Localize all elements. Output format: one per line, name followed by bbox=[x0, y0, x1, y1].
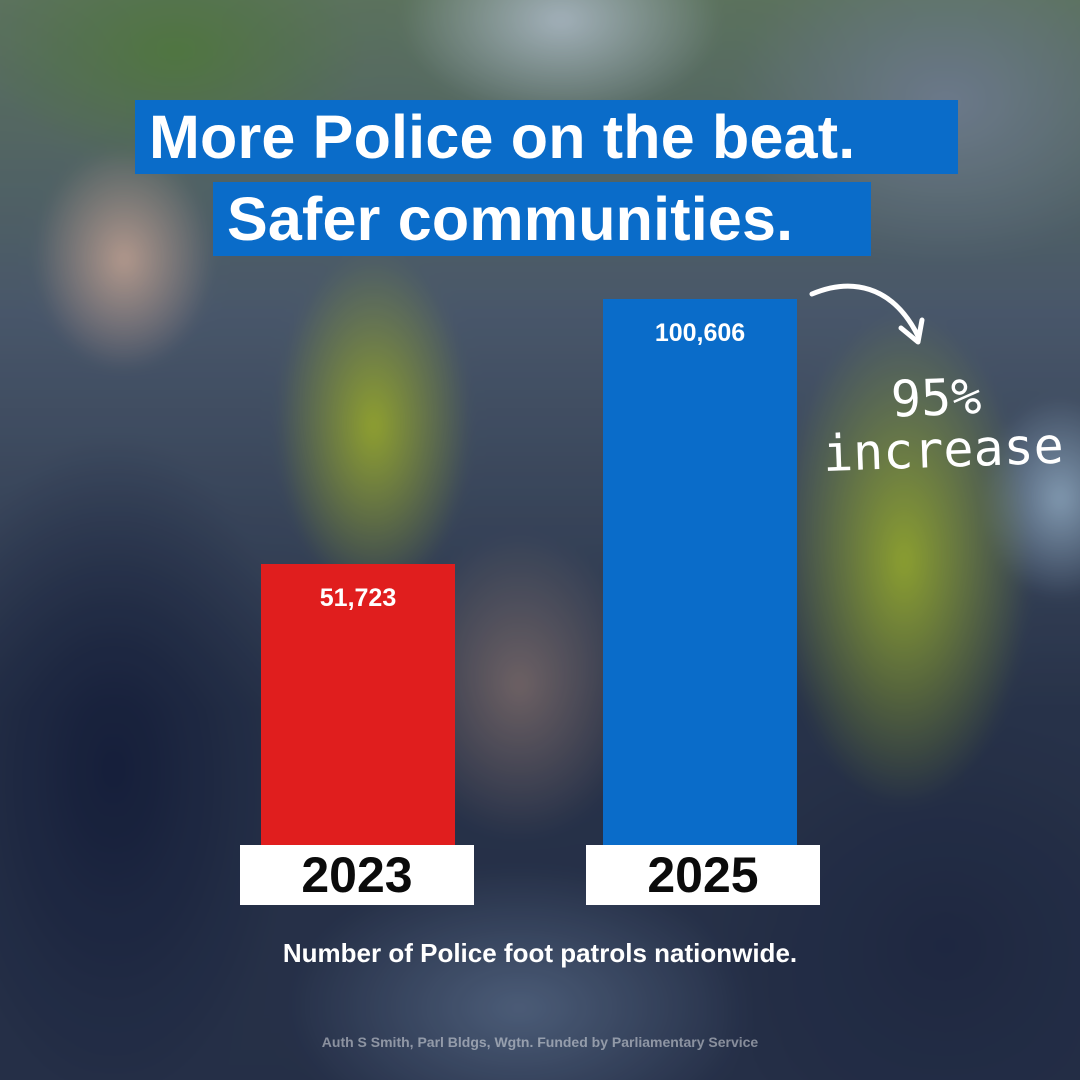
headline-line-1: More Police on the beat. bbox=[135, 100, 958, 174]
bar-value-label-2023: 51,723 bbox=[319, 584, 397, 612]
category-label-2025: 2025 bbox=[586, 845, 820, 905]
curved-arrow-icon bbox=[809, 283, 925, 345]
bar-value-label-2025: 100,606 bbox=[654, 319, 746, 347]
authorisation-statement: Auth S Smith, Parl Bldgs, Wgtn. Funded b… bbox=[321, 1034, 759, 1050]
headline-line-2: Safer communities. bbox=[213, 182, 871, 256]
category-label-2023: 2023 bbox=[240, 845, 474, 905]
bar-2023: 51,723 bbox=[261, 564, 455, 845]
increase-annotation: 95% increase bbox=[820, 367, 1065, 483]
bar-2025: 100,606 bbox=[603, 299, 797, 845]
increase-word: increase bbox=[821, 416, 1065, 483]
chart-caption: Number of Police foot patrols nationwide… bbox=[282, 938, 798, 968]
